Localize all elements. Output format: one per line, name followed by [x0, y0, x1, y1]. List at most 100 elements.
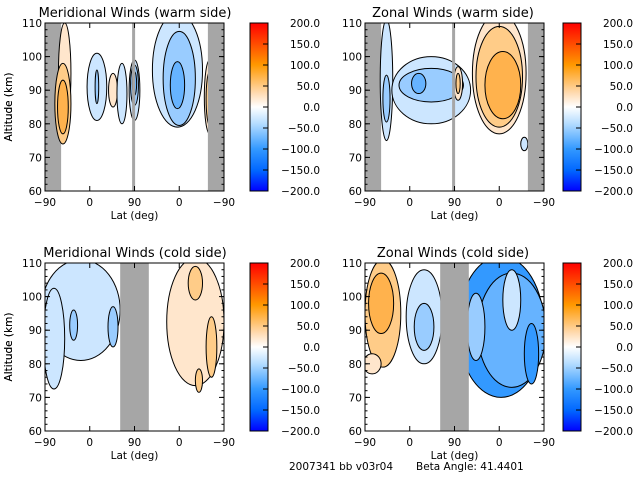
- colorbar-tick-label: 100.0: [290, 60, 320, 72]
- colorbar-tick-label: 150.0: [290, 279, 320, 291]
- x-tick-label: −90: [533, 197, 555, 209]
- panel-title: Meridional Winds (warm side): [39, 6, 232, 21]
- y-axis-label: Altitude (km): [3, 313, 15, 382]
- x-tick-label: 90: [448, 437, 461, 449]
- missing-data-region: [120, 263, 149, 431]
- contour-region: [187, 265, 204, 301]
- contour-region: [411, 72, 427, 95]
- colorbar-tick-label: −50.0: [601, 123, 633, 135]
- missing-data-region: [207, 23, 224, 191]
- x-tick-label: 0: [406, 437, 413, 449]
- missing-data-region: [527, 23, 544, 191]
- colorbar-tick-label: 0.0: [616, 102, 633, 114]
- colorbar-tick-label: −100.0: [281, 384, 320, 396]
- footer-beta-angle: Beta Angle: 41.4401: [416, 461, 524, 473]
- x-axis-label: Lat (deg): [431, 450, 479, 462]
- contour-region: [455, 72, 461, 95]
- contour-region: [365, 353, 382, 375]
- y-tick-label: 80: [29, 119, 42, 131]
- y-tick-label: 100: [22, 52, 42, 64]
- contour-region: [368, 272, 395, 335]
- y-tick-label: 60: [29, 426, 42, 438]
- colorbar-tick-label: 100.0: [290, 300, 320, 312]
- x-tick-label: 0: [406, 197, 413, 209]
- contour-region: [57, 79, 69, 135]
- colorbar-tick-label: 200.0: [290, 258, 320, 270]
- y-tick-label: 100: [342, 292, 362, 304]
- y-tick-label: 70: [29, 392, 42, 404]
- y-tick-label: 110: [342, 258, 362, 270]
- y-tick-label: 80: [349, 359, 362, 371]
- colorbar-tick-label: 100.0: [603, 300, 633, 312]
- y-axis-label: Altitude (km): [3, 73, 15, 142]
- colorbar-tick-label: 200.0: [603, 18, 633, 30]
- plot-area: [45, 23, 224, 191]
- panel-title: Meridional Winds (cold side): [43, 246, 226, 261]
- colorbar-tick-label: 0.0: [616, 342, 633, 354]
- colorbar-tick-label: 150.0: [290, 39, 320, 51]
- plot-area: [45, 263, 224, 431]
- colorbar: 200.0 150.0 100.0 50.0 0.0 −50.0 −100.0 −150.0 −…: [249, 18, 320, 198]
- colorbar-tick-label: −200.0: [281, 186, 320, 198]
- y-axis-label: Altitude (km): [3, 73, 15, 142]
- x-tick-label: 0: [176, 437, 183, 449]
- panel-2: Zonal Winds (warm side) 60 70 80 90 100 110 −90…: [3, 6, 633, 222]
- contour-region: [116, 62, 128, 125]
- panel-4: Zonal Winds (cold side) 60 70 80 90 100 110 −90…: [3, 246, 633, 462]
- x-tick-label: 0: [176, 197, 183, 209]
- y-tick-label: 80: [349, 119, 362, 131]
- x-axis-label: Lat (deg): [431, 210, 479, 222]
- x-tick-label: −90: [354, 197, 376, 209]
- contour-region: [466, 292, 486, 361]
- y-tick-label: 100: [22, 292, 42, 304]
- missing-data-region: [452, 23, 456, 191]
- colorbar-tick-label: −50.0: [288, 363, 320, 375]
- x-tick-label: 90: [128, 197, 141, 209]
- y-tick-label: 110: [22, 18, 42, 30]
- colorbar-tick-label: 150.0: [603, 279, 633, 291]
- colorbar-tick-label: −50.0: [288, 123, 320, 135]
- colorbar-tick-label: 50.0: [610, 81, 633, 93]
- contour-region: [194, 368, 204, 393]
- colorbar-tick-label: −200.0: [281, 426, 320, 438]
- y-tick-label: 90: [29, 85, 42, 97]
- x-axis-label: Lat (deg): [111, 210, 159, 222]
- colorbar-tick-label: −200.0: [594, 186, 633, 198]
- x-tick-label: −90: [533, 437, 555, 449]
- colorbar-tick-label: −200.0: [594, 426, 633, 438]
- colorbar-tick-label: −150.0: [281, 405, 320, 417]
- colorbar-tick-label: 200.0: [290, 18, 320, 30]
- y-axis-label: Altitude (km): [3, 313, 15, 382]
- colorbar-tick-label: 50.0: [297, 321, 320, 333]
- x-tick-label: 0: [86, 437, 93, 449]
- panel-title: Zonal Winds (warm side): [372, 6, 534, 21]
- y-tick-label: 70: [349, 152, 362, 164]
- y-tick-label: 90: [29, 325, 42, 337]
- x-tick-label: 0: [86, 197, 93, 209]
- x-tick-label: 0: [496, 437, 503, 449]
- y-tick-label: 80: [29, 359, 42, 371]
- y-tick-label: 90: [349, 325, 362, 337]
- colorbar-tick-label: 0.0: [303, 102, 320, 114]
- plot-area: [365, 23, 544, 191]
- contour-region: [69, 309, 79, 341]
- colorbar-tick-label: 200.0: [603, 258, 633, 270]
- x-tick-label: −90: [34, 437, 56, 449]
- colorbar-tick-label: 0.0: [303, 342, 320, 354]
- missing-data-region: [132, 23, 136, 191]
- colorbar: 200.0 150.0 100.0 50.0 0.0 −50.0 −100.0 −150.0 −…: [249, 258, 320, 438]
- colorbar-tick-label: −150.0: [594, 405, 633, 417]
- y-tick-label: 60: [349, 426, 362, 438]
- contour-region: [382, 74, 391, 123]
- missing-data-region: [365, 23, 382, 191]
- colorbar-tick-label: −150.0: [594, 165, 633, 177]
- contour-region: [413, 302, 435, 351]
- x-tick-label: 0: [496, 197, 503, 209]
- colorbar: 200.0 150.0 100.0 50.0 0.0 −50.0 −100.0 −150.0 −…: [562, 18, 633, 198]
- plot-area: [365, 263, 544, 431]
- y-tick-label: 70: [29, 152, 42, 164]
- y-tick-label: 110: [22, 258, 42, 270]
- colorbar-tick-label: 50.0: [297, 81, 320, 93]
- footer-run-id: 2007341 bb v03r04: [289, 461, 393, 473]
